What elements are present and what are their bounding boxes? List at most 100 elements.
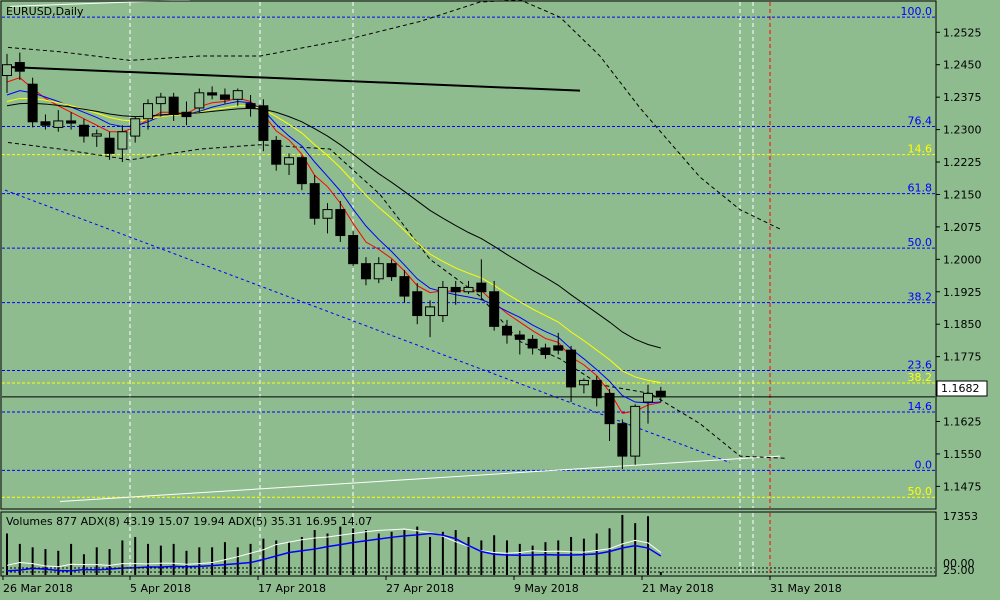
candle-bullish (130, 118, 141, 137)
candle-bullish (630, 405, 641, 457)
price-tick-label: 1.2225 (943, 156, 982, 169)
fibonacci-labels: 100.076.461.850.038.223.614.60.014.638.2… (901, 5, 933, 498)
fib-level-label: 76.4 (908, 115, 933, 128)
candle-bullish (463, 286, 474, 293)
price-tick-label: 1.2000 (943, 253, 982, 266)
candle-bearish (527, 338, 538, 349)
time-tick-label: 17 Apr 2018 (258, 582, 326, 595)
fib-level-label: 61.8 (908, 182, 933, 195)
candle-bearish (271, 139, 282, 165)
fibonacci-levels (2, 16, 935, 498)
candle-bearish (412, 291, 423, 317)
resistance-trendline (4, 65, 581, 92)
bollinger-upper (7, 0, 781, 230)
time-tick-label: 31 May 2018 (770, 582, 842, 595)
candle-bullish (91, 133, 102, 137)
candle-bearish (104, 137, 115, 154)
fib-level-label: 23.6 (908, 358, 933, 371)
candle-bearish (540, 347, 551, 355)
price-tick-label: 1.1775 (943, 351, 982, 364)
moving-average-line (6, 97, 661, 384)
candle-bearish (399, 276, 410, 297)
adx-lines (2, 528, 935, 573)
candle-bullish (437, 286, 448, 317)
price-panel[interactable]: 100.076.461.850.038.223.614.60.014.638.2… (2, 0, 935, 575)
trend-lines (4, 0, 786, 503)
candle-bearish (207, 92, 218, 96)
candle-bullish (578, 379, 589, 386)
candle-bearish (181, 111, 192, 118)
moving-averages (6, 77, 661, 414)
price-tick-label: 1.2450 (943, 59, 982, 72)
candle-bearish (553, 345, 564, 351)
price-axis: 1.2525 1.2450 1.2375 1.2300 1.2225 1.2150 1.20… (936, 26, 982, 493)
candlesticks (2, 52, 666, 470)
price-panel-frame (0, 0, 937, 510)
moving-average-line (6, 90, 661, 404)
candle-bearish (335, 209, 346, 237)
fib-level-label-secondary: 38.2 (908, 371, 933, 384)
indicator-panel[interactable] (2, 515, 935, 575)
axes: 1.2525 1.2450 1.2375 1.2300 1.2225 1.2150 1.20… (0, 0, 982, 595)
price-tick-label: 1.1550 (943, 448, 982, 461)
time-tick-label: 21 May 2018 (642, 582, 714, 595)
time-tick-label: 5 Apr 2018 (130, 582, 191, 595)
candle-bearish (309, 183, 320, 219)
candle-bullish (117, 131, 128, 150)
indicator-tick-label: 25.00 (943, 564, 975, 577)
price-tick-label: 1.1925 (943, 286, 982, 299)
candle-bearish (386, 263, 397, 278)
indicator-panel-frame (0, 511, 937, 577)
time-tick-label: 26 Mar 2018 (3, 582, 73, 595)
candle-bearish (219, 94, 230, 100)
candle-bearish (168, 96, 179, 115)
current-price-tag-box (936, 380, 988, 397)
candle-bullish (373, 263, 384, 280)
candle-bearish (617, 423, 628, 457)
time-tick-label: 9 May 2018 (514, 582, 579, 595)
candle-bearish (245, 103, 256, 109)
candle-bullish (643, 392, 653, 403)
price-tick-label: 1.1625 (943, 416, 982, 429)
candle-bearish (258, 105, 269, 141)
time-tick-label: 27 Apr 2018 (386, 582, 454, 595)
candle-bearish (360, 263, 371, 280)
candle-bearish (476, 282, 487, 293)
candle-bearish (66, 120, 77, 124)
fib-level-label: 38.2 (908, 291, 933, 304)
price-tick-label: 1.2300 (943, 124, 982, 137)
bollinger-lower (7, 142, 786, 459)
candle-bearish (14, 62, 25, 72)
candle-bearish (591, 379, 602, 399)
candle-bearish (566, 349, 577, 388)
price-tick-label: 1.1475 (943, 480, 982, 493)
candle-bearish (296, 157, 307, 185)
candle-bullish (194, 92, 205, 109)
candle-bullish (155, 96, 166, 105)
candle-bearish (655, 390, 666, 398)
candle-bearish (604, 392, 615, 425)
candle-bullish (143, 103, 154, 120)
adx-blue-line (6, 532, 662, 572)
white-channel-line (59, 455, 781, 503)
price-tick-label: 1.2525 (943, 26, 982, 39)
current-price-tag: 1.1682 (936, 380, 988, 397)
adx-white-line (6, 528, 662, 568)
candle-bullish (232, 90, 243, 100)
candle-bearish (501, 325, 512, 336)
price-tick-label: 1.1850 (943, 318, 982, 331)
candle-bullish (322, 209, 333, 219)
candle-bullish (53, 120, 64, 128)
fib-level-label-secondary: 14.6 (908, 143, 933, 156)
moving-average-line (6, 102, 661, 349)
candle-bearish (27, 83, 38, 123)
candle-bullish (2, 64, 12, 77)
candle-bullish (425, 306, 436, 317)
candle-bearish (78, 124, 89, 137)
indicator-title: Volumes 877 ADX(8) 43.19 15.07 19.94 ADX… (6, 515, 372, 528)
fib-level-label: 100.0 (901, 5, 933, 18)
current-price-label: 1.1682 (941, 382, 980, 395)
